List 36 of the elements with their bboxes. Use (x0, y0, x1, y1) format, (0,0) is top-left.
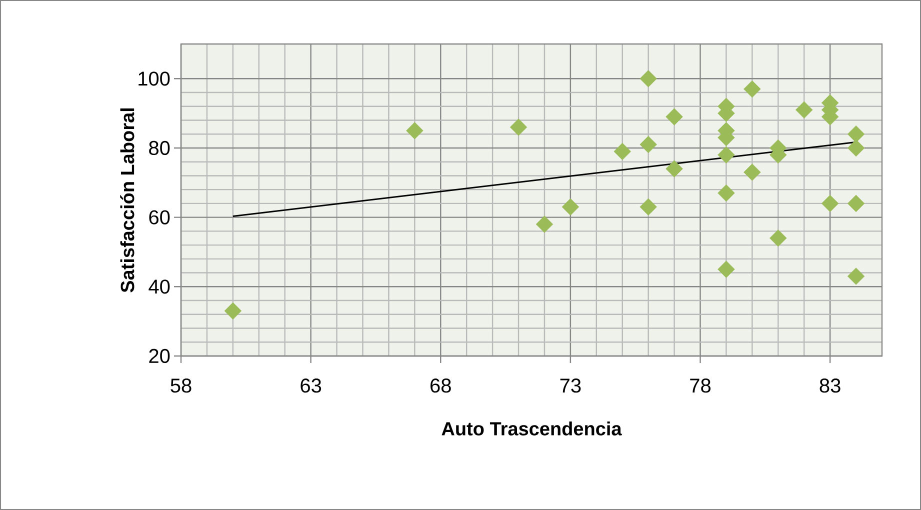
y-tick-label: 40 (148, 280, 170, 294)
point (821, 194, 839, 212)
point (666, 108, 683, 126)
point (614, 142, 631, 160)
point (847, 126, 865, 143)
point (718, 184, 735, 202)
point (847, 268, 865, 285)
y-tick-label: 60 (149, 210, 170, 224)
point (744, 164, 761, 181)
point (406, 122, 424, 140)
point (640, 198, 657, 216)
point (770, 230, 787, 247)
point (744, 80, 761, 98)
point (718, 146, 735, 164)
x-tick-label: 83 (820, 378, 840, 393)
point (847, 194, 865, 212)
x-tick-label: 73 (560, 378, 581, 393)
y-tick-label: 80 (149, 140, 170, 156)
point (536, 216, 554, 233)
y-axis-title: Satisfacción Laboral (120, 108, 134, 292)
point (795, 101, 813, 118)
y-tick-label: 100 (138, 72, 170, 86)
point (718, 260, 735, 278)
x-tick-label: 78 (690, 378, 711, 393)
y-tick-label: 20 (149, 348, 170, 364)
point (510, 118, 528, 136)
x-tick-label: 63 (300, 378, 322, 393)
point (640, 70, 657, 88)
x-tick-label: 58 (170, 378, 192, 393)
x-axis-title: Auto Trascendencia (442, 422, 622, 436)
point (224, 302, 242, 320)
x-tick-label: 68 (430, 378, 451, 393)
point (847, 139, 865, 157)
point (640, 136, 657, 154)
point (666, 160, 683, 178)
point (562, 198, 580, 216)
